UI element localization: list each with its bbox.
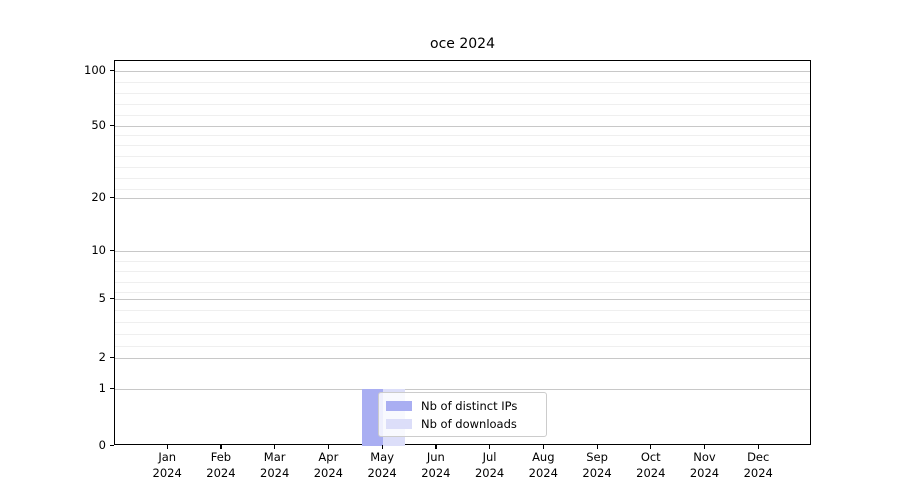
y-tick-label: 20 [91, 190, 106, 204]
gridline-minor [115, 334, 810, 335]
gridline-minor [115, 322, 810, 323]
legend-swatch-downloads [386, 418, 412, 429]
legend-item-downloads: Nb of downloads [386, 418, 539, 430]
gridline-major [115, 358, 810, 359]
gridline-minor [115, 310, 810, 311]
gridline-major [115, 389, 810, 390]
y-tick-label: 1 [98, 381, 106, 395]
y-tick-mark [110, 297, 114, 299]
y-tick-mark [110, 249, 114, 251]
x-tick-label: Apr 2024 [313, 450, 344, 480]
x-tick-label: Mar 2024 [260, 450, 290, 480]
gridline-minor [115, 261, 810, 262]
y-tick-mark [110, 356, 114, 358]
chart-title: oce 2024 [430, 36, 495, 52]
x-tick-mark [489, 445, 491, 449]
x-tick-label: Aug 2024 [528, 450, 558, 480]
x-tick-mark [435, 445, 437, 449]
x-tick-label: Sep 2024 [582, 450, 612, 480]
x-tick-mark [650, 445, 652, 449]
gridline-major [115, 126, 810, 127]
x-tick-mark [166, 445, 168, 449]
x-tick-mark [596, 445, 598, 449]
legend-swatch-distinct-ips [386, 400, 412, 411]
gridline-minor [115, 282, 810, 283]
gridline-minor [115, 346, 810, 347]
y-tick-label: 10 [91, 243, 106, 257]
gridline-major [115, 71, 810, 72]
x-tick-label: May 2024 [367, 450, 397, 480]
y-tick-label: 0 [98, 438, 106, 452]
gridline-minor [115, 271, 810, 272]
y-tick-mark [110, 196, 114, 198]
bar-nb-of-distinct-ips-may-2024 [361, 389, 384, 446]
x-tick-mark [757, 445, 759, 449]
x-tick-label: Feb 2024 [206, 450, 236, 480]
x-tick-mark [704, 445, 706, 449]
x-tick-label: Jun 2024 [421, 450, 451, 480]
gridline-major [115, 299, 810, 300]
x-tick-label: Jul 2024 [474, 450, 505, 480]
gridline-minor [115, 167, 810, 168]
x-tick-label: Jan 2024 [152, 450, 182, 480]
gridline-minor [115, 93, 810, 94]
gridline-major [115, 251, 810, 252]
x-tick-mark [542, 445, 544, 449]
x-tick-label: Nov 2024 [689, 450, 720, 480]
x-tick-mark [220, 445, 222, 449]
legend-label-distinct-ips: Nb of distinct IPs [421, 398, 518, 413]
y-tick-mark [110, 69, 114, 71]
x-tick-mark [381, 445, 383, 449]
gridline-minor [115, 178, 810, 179]
x-tick-label: Dec 2024 [743, 450, 773, 480]
plot-area [114, 60, 811, 446]
gridline-minor [115, 82, 810, 83]
legend-label-downloads: Nb of downloads [421, 416, 517, 431]
y-tick-mark [110, 444, 114, 446]
gridline-minor [115, 104, 810, 105]
legend-item-distinct-ips: Nb of distinct IPs [386, 400, 539, 412]
x-tick-label: Oct 2024 [636, 450, 666, 480]
gridline-minor [115, 292, 810, 293]
y-tick-label: 100 [84, 63, 106, 77]
x-tick-mark [274, 445, 276, 449]
y-tick-label: 5 [98, 291, 106, 305]
y-tick-label: 50 [91, 118, 106, 132]
y-tick-mark [110, 387, 114, 389]
legend: Nb of distinct IPs Nb of downloads [378, 392, 547, 437]
gridline-minor [115, 115, 810, 116]
gridline-minor [115, 189, 810, 190]
y-tick-mark [110, 124, 114, 126]
gridline-major [115, 198, 810, 199]
y-tick-label: 2 [98, 350, 106, 364]
gridline-minor [115, 156, 810, 157]
x-tick-mark [327, 445, 330, 449]
gridline-minor [115, 135, 810, 136]
gridline-minor [115, 145, 810, 146]
